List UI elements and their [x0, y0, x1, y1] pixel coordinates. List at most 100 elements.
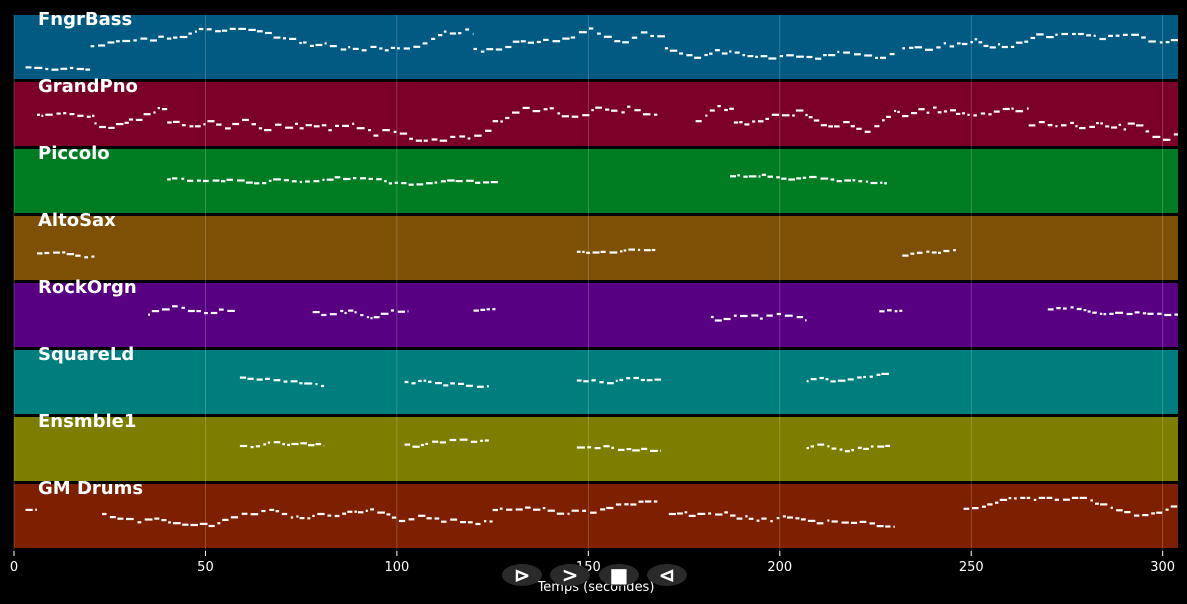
note — [247, 377, 254, 380]
note — [408, 183, 414, 186]
note — [450, 135, 456, 138]
note — [949, 45, 955, 48]
note — [37, 252, 43, 255]
note — [781, 114, 790, 117]
note — [484, 439, 489, 442]
note — [643, 249, 651, 252]
note — [394, 181, 398, 184]
note — [66, 253, 74, 256]
note — [820, 177, 829, 180]
note — [825, 378, 829, 381]
note — [627, 105, 631, 108]
note — [582, 250, 585, 253]
note — [899, 309, 903, 312]
note — [250, 513, 259, 516]
note — [582, 114, 590, 117]
track-grandpno — [14, 82, 1178, 146]
note — [615, 503, 622, 506]
note — [859, 520, 867, 523]
note — [384, 49, 389, 52]
note — [879, 310, 885, 313]
tracks-layer — [14, 15, 1178, 548]
note — [830, 178, 835, 181]
note — [313, 180, 320, 183]
note — [376, 178, 382, 181]
note — [600, 250, 606, 253]
note — [354, 510, 357, 513]
note — [536, 40, 541, 44]
note — [370, 45, 377, 48]
note — [1108, 34, 1113, 37]
note — [660, 449, 662, 452]
rewind-button[interactable]: ⊲ — [647, 563, 687, 587]
note — [973, 114, 977, 117]
note — [348, 309, 354, 312]
note — [403, 47, 410, 50]
note — [475, 181, 481, 184]
note — [1055, 125, 1058, 128]
track-band — [14, 82, 1178, 146]
note — [182, 523, 189, 526]
note — [368, 177, 373, 180]
note — [473, 47, 477, 51]
note — [275, 510, 280, 513]
note — [887, 309, 892, 312]
note — [734, 51, 740, 54]
note — [172, 305, 178, 308]
forward-button[interactable]: > — [550, 563, 590, 587]
note — [902, 254, 909, 257]
note — [1087, 310, 1091, 313]
note — [204, 312, 208, 315]
note — [327, 514, 332, 517]
note — [380, 312, 389, 315]
note — [603, 35, 612, 38]
note — [843, 121, 850, 124]
note — [167, 178, 171, 181]
note — [328, 129, 332, 132]
note — [865, 180, 869, 183]
note — [60, 67, 68, 70]
note — [561, 115, 569, 118]
note — [1047, 308, 1054, 311]
note — [273, 441, 281, 444]
note — [115, 123, 124, 126]
note — [882, 119, 885, 122]
note — [624, 503, 629, 506]
note — [543, 108, 548, 111]
note — [745, 515, 748, 518]
note — [937, 111, 942, 114]
note — [527, 41, 534, 44]
note — [981, 505, 986, 508]
note — [1038, 121, 1045, 124]
note — [242, 118, 249, 121]
note — [1096, 122, 1099, 125]
note — [1170, 39, 1178, 42]
note — [570, 36, 576, 39]
note — [786, 54, 794, 57]
note — [312, 514, 315, 517]
note — [742, 54, 746, 57]
note — [299, 382, 303, 385]
note — [710, 315, 714, 319]
x-axis: 0 50 100 150 200 250 300 — [10, 551, 1175, 575]
note — [869, 375, 873, 378]
track-ensmble1 — [14, 417, 1178, 481]
note — [830, 380, 836, 383]
play-button[interactable]: ⊳ — [502, 563, 542, 587]
note — [933, 106, 937, 109]
note — [465, 28, 470, 31]
note — [282, 443, 285, 446]
note — [995, 501, 999, 504]
note — [215, 30, 221, 33]
stop-button[interactable]: ■ — [599, 563, 639, 587]
note — [776, 176, 780, 179]
note — [705, 114, 708, 117]
note — [650, 34, 654, 38]
note — [398, 519, 406, 523]
note — [321, 313, 327, 317]
note — [1089, 125, 1095, 128]
note — [957, 42, 961, 45]
note — [796, 177, 802, 180]
note — [408, 518, 415, 521]
note — [807, 519, 816, 522]
